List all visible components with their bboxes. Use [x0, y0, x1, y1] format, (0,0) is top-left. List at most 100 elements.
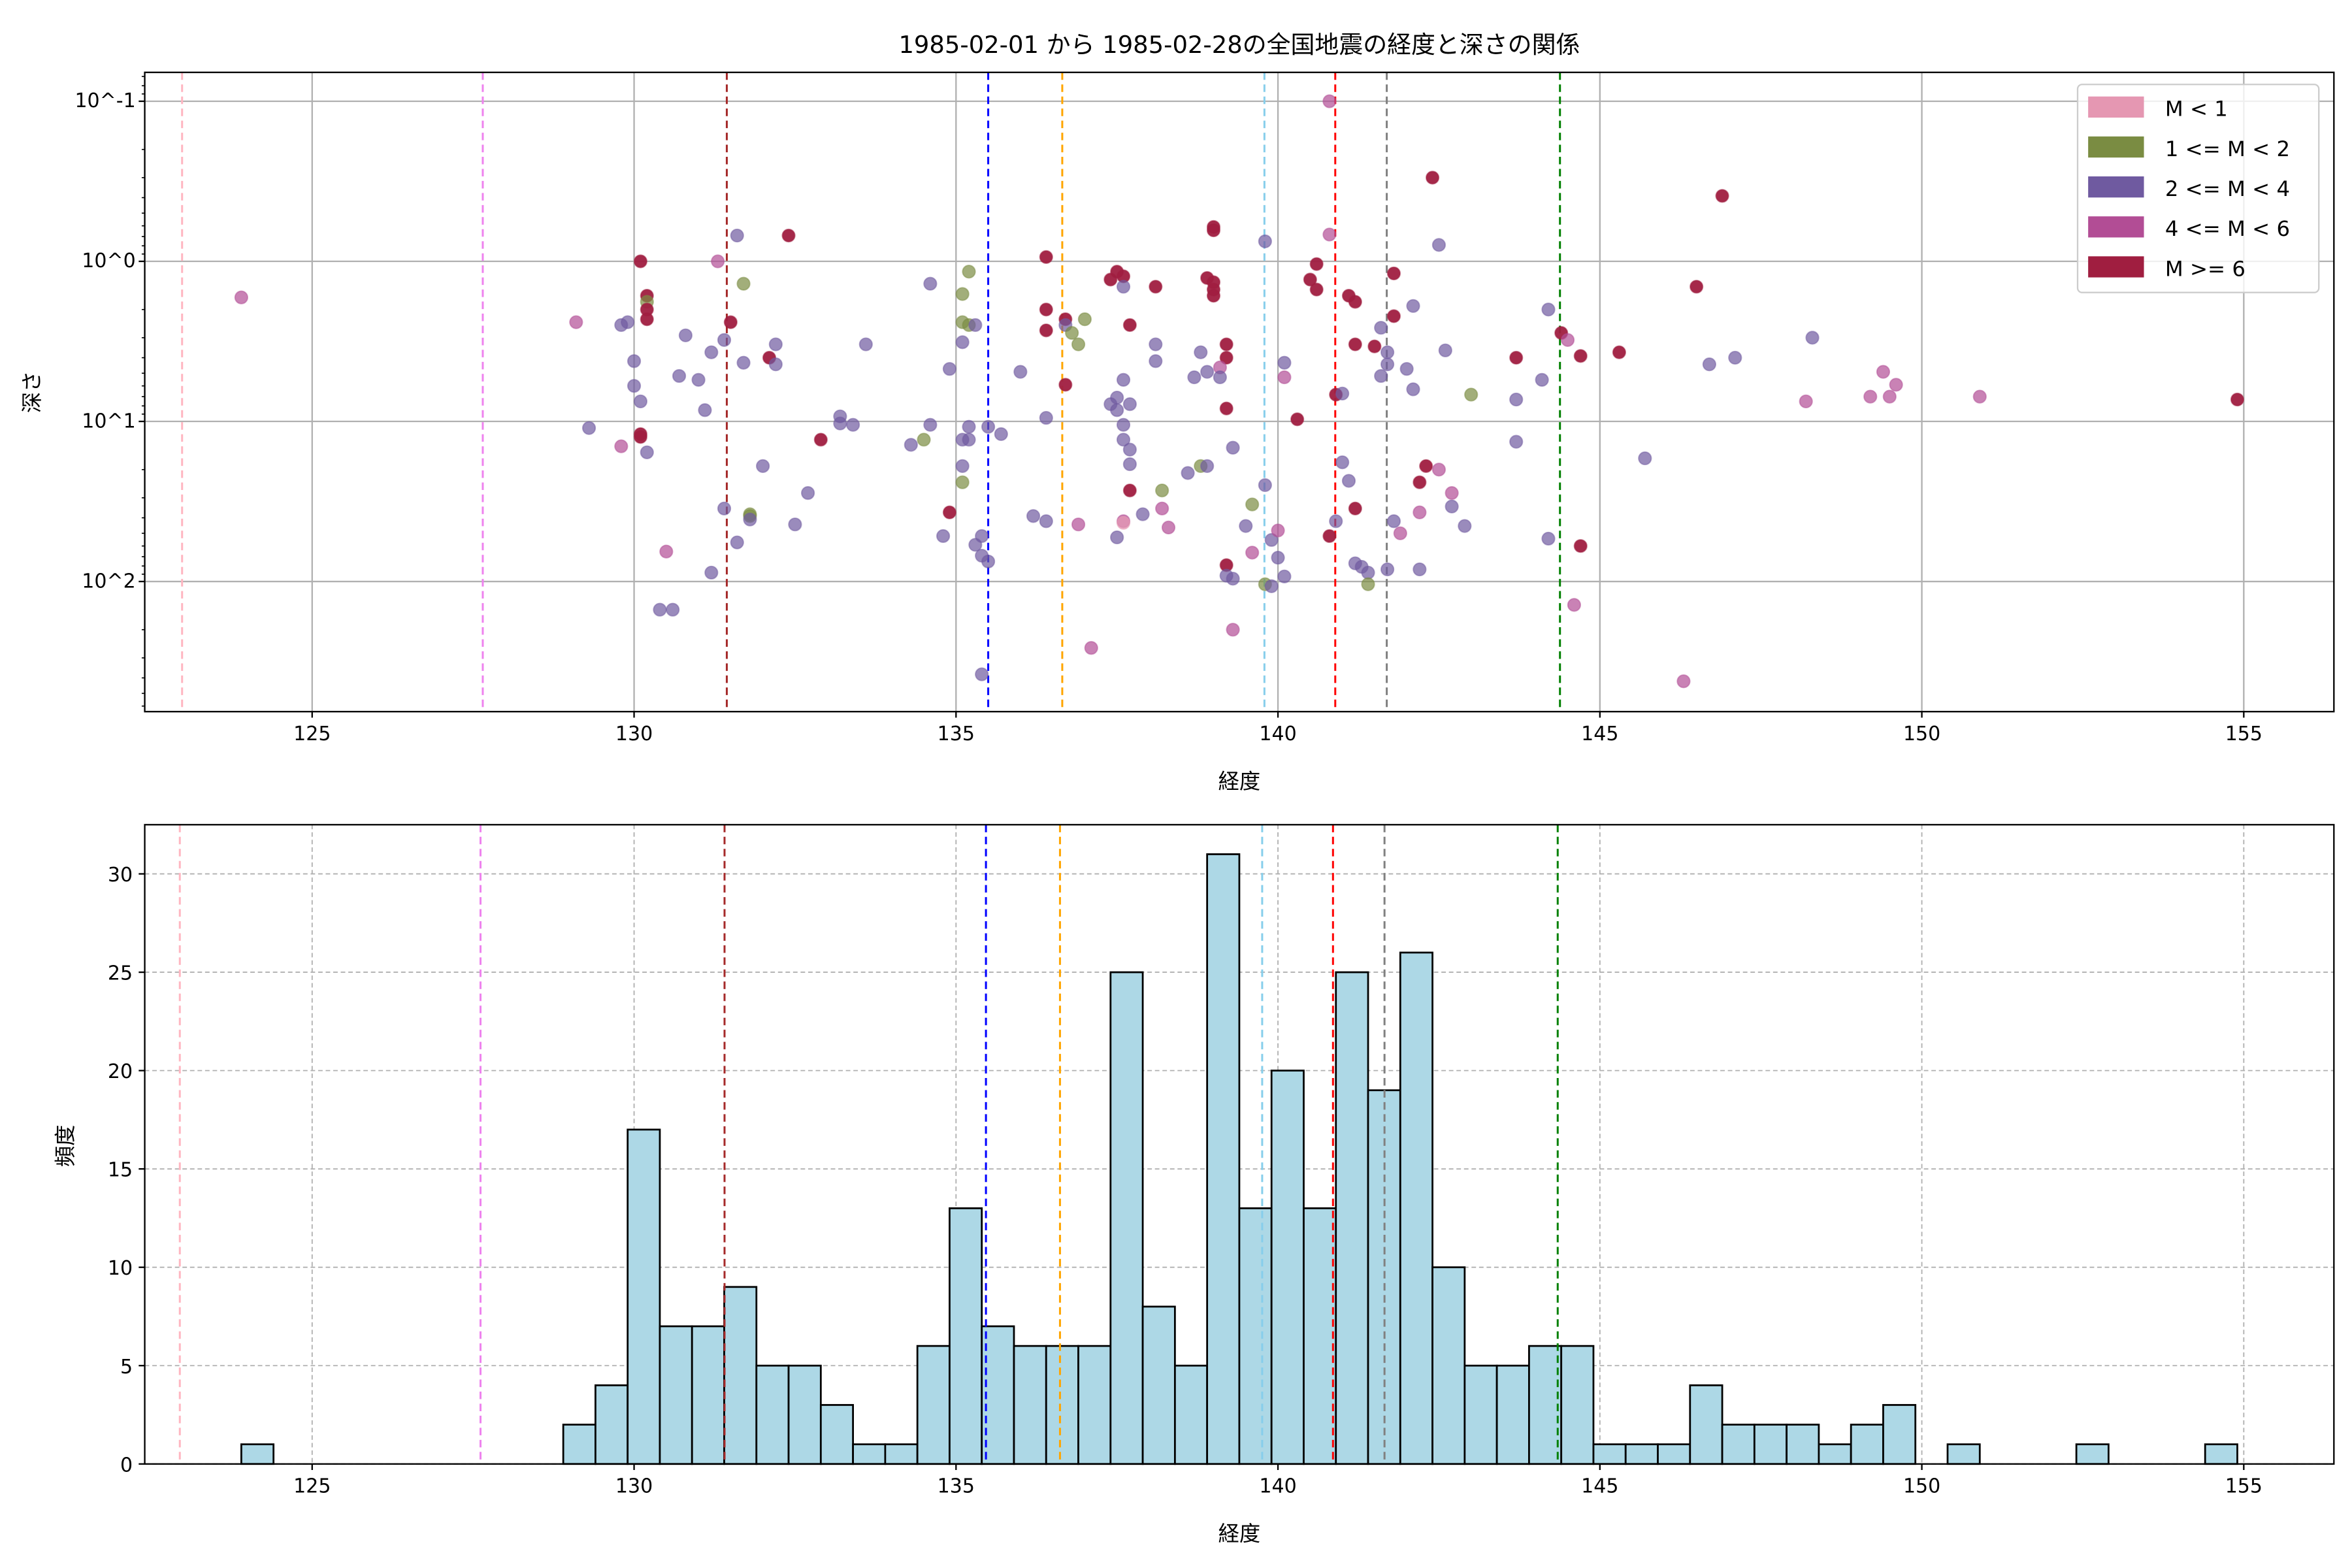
scatter-point	[1116, 280, 1131, 294]
legend-label: 4 <= M < 6	[2165, 216, 2290, 241]
scatter-point	[845, 417, 860, 432]
scatter-point	[1322, 227, 1337, 242]
scatter-point	[1213, 370, 1227, 385]
scatter-point	[1200, 365, 1215, 379]
scatter-point	[1206, 275, 1221, 289]
scatter-x-tick-label: 125	[293, 723, 331, 745]
scatter-point	[711, 254, 725, 269]
histogram-bar	[1109, 971, 1144, 1465]
scatter-point	[1419, 459, 1433, 473]
histogram-bar	[1624, 1443, 1659, 1465]
scatter-point	[1135, 507, 1150, 521]
histogram-bar	[1818, 1443, 1852, 1465]
scatter-point	[942, 505, 957, 519]
scatter-point	[1181, 466, 1195, 480]
scatter-x-tick-label: 140	[1259, 723, 1296, 745]
scatter-point	[994, 427, 1008, 442]
scatter-y-tick-label: 10^2	[82, 570, 135, 593]
histogram-y-axis-label: 頻度	[53, 1125, 78, 1168]
scatter-point	[975, 529, 989, 544]
scatter-point	[678, 328, 693, 342]
scatter-point	[975, 667, 989, 681]
scatter-point	[736, 276, 751, 291]
scatter-point	[659, 544, 674, 559]
scatter-point	[962, 433, 976, 447]
scatter-point	[569, 315, 583, 329]
scatter-point	[666, 602, 680, 617]
scatter-point	[1271, 550, 1285, 565]
histogram-bar	[1495, 1364, 1530, 1465]
scatter-point	[581, 421, 596, 435]
scatter-point	[1541, 531, 1556, 546]
scatter-point	[1863, 389, 1878, 404]
scatter-x-tick-label: 155	[2225, 723, 2262, 745]
scatter-x-tick-label: 150	[1903, 723, 1940, 745]
scatter-axes-frame	[144, 71, 2335, 713]
scatter-point	[1367, 339, 1382, 353]
histogram-bar	[691, 1325, 725, 1465]
scatter-point	[1039, 514, 1053, 529]
scatter-point	[968, 318, 983, 333]
scatter-point	[1380, 345, 1395, 359]
scatter-point	[962, 265, 976, 279]
histogram-bar	[949, 1207, 983, 1465]
scatter-point	[1889, 378, 1903, 392]
scatter-point	[1413, 475, 1427, 489]
scatter-point	[1458, 519, 1472, 533]
scatter-point	[1039, 410, 1053, 425]
scatter-point	[1258, 234, 1272, 249]
histogram-bar	[1303, 1207, 1337, 1465]
histogram-x-tick-label: 130	[615, 1475, 653, 1498]
histogram-bar	[1689, 1384, 1723, 1465]
scatter-x-tick-label: 145	[1581, 723, 1618, 745]
scatter-x-tick-label: 135	[938, 723, 975, 745]
legend-item: M < 1	[2088, 96, 2228, 122]
scatter-point	[704, 345, 719, 359]
scatter-point	[1013, 365, 1028, 379]
scatter-point	[1219, 350, 1233, 365]
histogram-bar	[1657, 1443, 1691, 1465]
histogram-bar	[1045, 1345, 1079, 1465]
scatter-point	[743, 512, 757, 527]
histogram-bar	[1560, 1345, 1595, 1465]
scatter-point	[234, 290, 248, 304]
histogram-y-tick-label: 30	[108, 864, 133, 887]
scatter-point	[1149, 280, 1163, 294]
scatter-point	[1219, 401, 1233, 416]
scatter-point	[1399, 362, 1414, 376]
scatter-point	[1560, 333, 1575, 348]
scatter-point	[717, 501, 732, 515]
legend-swatch	[2088, 176, 2144, 198]
scatter-point	[1573, 539, 1588, 553]
scatter-point	[1206, 289, 1221, 303]
histogram-bar	[884, 1443, 919, 1465]
scatter-point	[1264, 532, 1279, 547]
scatter-point	[962, 419, 976, 434]
scatter-point	[1728, 350, 1742, 365]
histogram-bar	[1173, 1364, 1209, 1465]
scatter-point	[1567, 598, 1582, 612]
scatter-point	[833, 416, 847, 431]
scatter-point	[1039, 250, 1053, 265]
scatter-point	[1116, 372, 1131, 387]
histogram-bar	[1721, 1424, 1756, 1465]
scatter-y-tick-label: 10^-1	[74, 90, 135, 112]
histogram-bar	[787, 1364, 822, 1465]
scatter-point	[633, 394, 648, 409]
histogram-bar	[1850, 1424, 1884, 1465]
scatter-point	[1972, 389, 1987, 404]
histogram-bar	[1013, 1345, 1047, 1465]
scatter-point	[1271, 523, 1285, 538]
scatter-point	[1077, 312, 1092, 327]
scatter-point	[1226, 623, 1240, 637]
histogram-bar	[1077, 1345, 1112, 1465]
legend-item: M >= 6	[2088, 256, 2246, 281]
histogram-bar	[562, 1424, 596, 1465]
scatter-point	[633, 430, 648, 444]
scatter-point	[1876, 365, 1891, 379]
scatter-point	[801, 485, 815, 500]
scatter-point	[1110, 403, 1124, 417]
scatter-point	[1264, 579, 1279, 593]
scatter-point	[904, 438, 918, 452]
